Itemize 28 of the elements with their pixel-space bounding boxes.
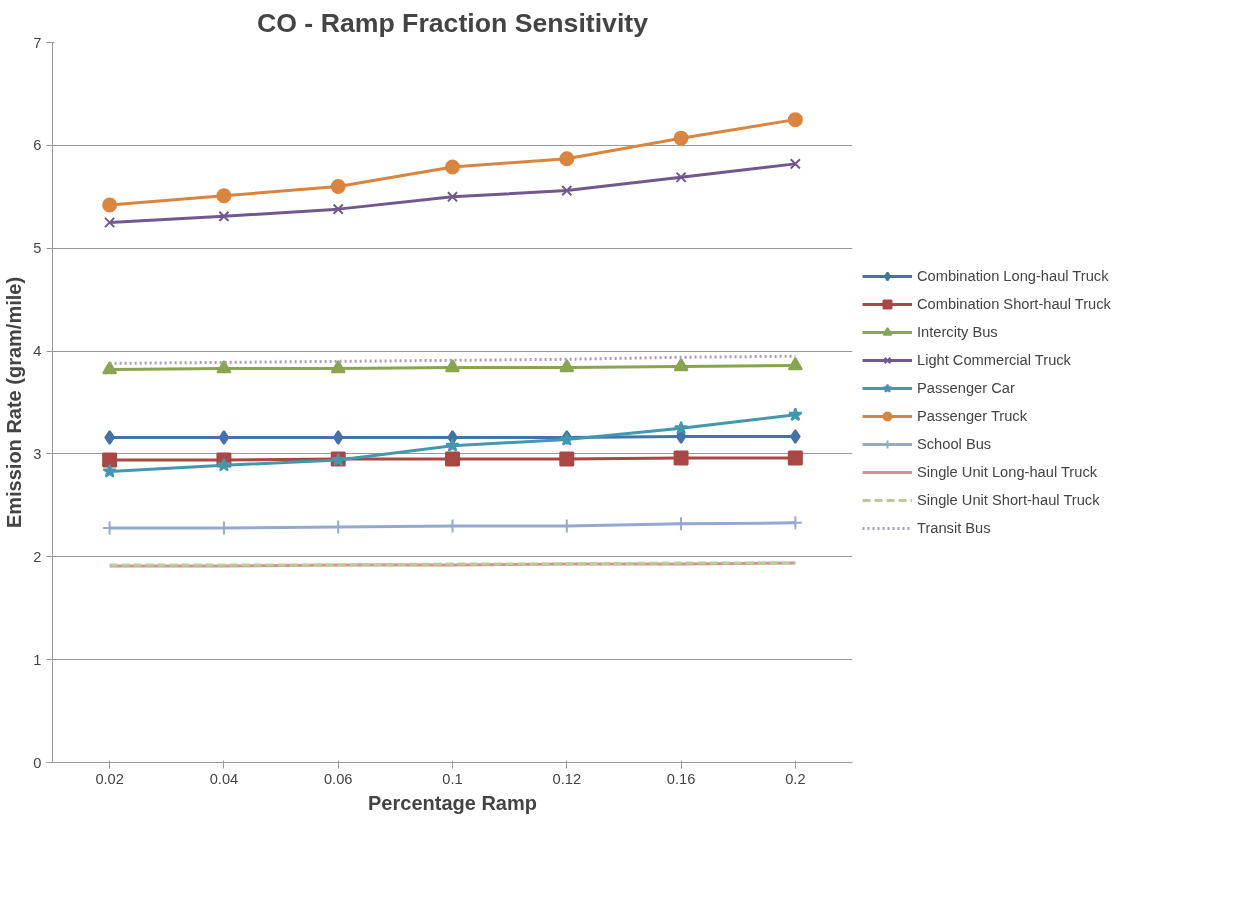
y-tick-label: 7 (33, 34, 42, 51)
y-tick-label: 3 (33, 445, 42, 462)
x-tick-label: 0.12 (552, 770, 582, 787)
x-tick-label: 0.2 (785, 770, 806, 787)
legend-label: Intercity Bus (917, 324, 998, 340)
legend-label: Single Unit Short-haul Truck (917, 492, 1100, 508)
x-tick-label: 0.04 (209, 770, 239, 787)
y-axis-title: Emission Rate (gram/mile) (3, 276, 26, 529)
legend-label: School Bus (917, 436, 992, 452)
x-axis-title: Percentage Ramp (368, 791, 537, 814)
legend-label: Single Unit Long-haul Truck (917, 464, 1098, 480)
y-tick-label: 4 (33, 343, 42, 360)
x-tick-label: 0.06 (323, 770, 353, 787)
y-tick-label: 1 (33, 651, 42, 668)
legend-label: Transit Bus (917, 520, 991, 536)
legend-label: Light Commercial Truck (917, 352, 1071, 368)
y-tick-label: 0 (33, 754, 42, 771)
legend-label: Passenger Car (917, 380, 1015, 396)
x-tick-label: 0.1 (442, 770, 463, 787)
y-tick-label: 2 (33, 548, 42, 565)
y-tick-label: 6 (33, 137, 42, 154)
legend-label: Passenger Truck (917, 408, 1027, 424)
legend-label: Combination Short-haul Truck (917, 296, 1111, 312)
x-tick-label: 0.02 (95, 770, 124, 787)
x-tick-label: 0.16 (666, 770, 696, 787)
legend-label: Combination Long-haul Truck (917, 268, 1109, 284)
chart-title: CO - Ramp Fraction Sensitivity (256, 7, 649, 38)
y-tick-label: 5 (33, 240, 42, 257)
